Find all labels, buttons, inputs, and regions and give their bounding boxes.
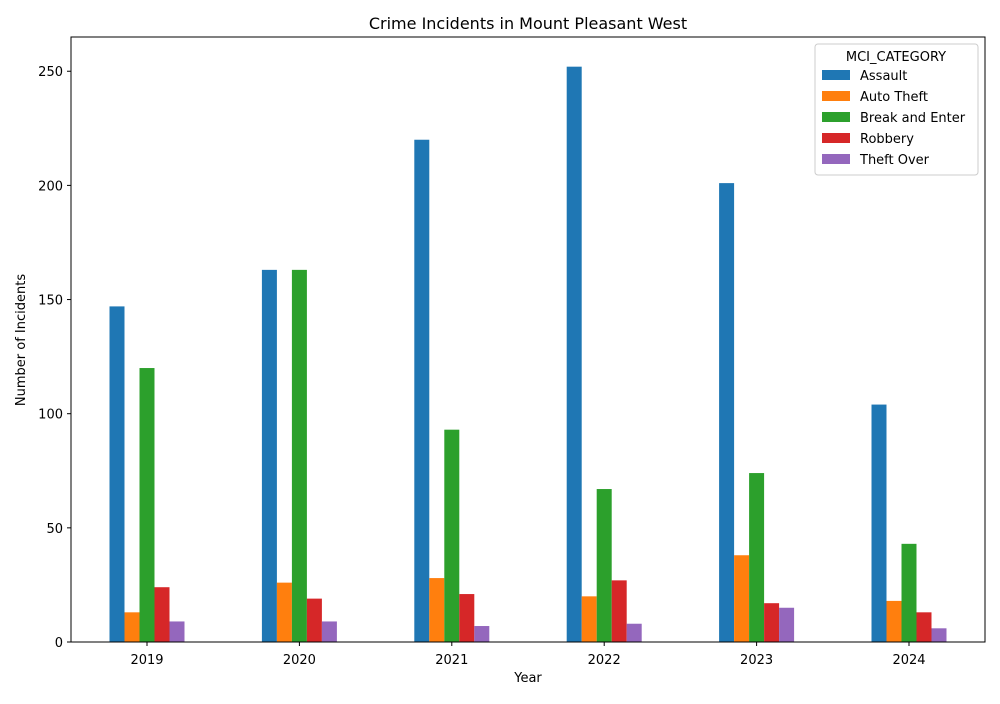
- bar-break-and-enter-2019: [139, 368, 155, 642]
- chart-title: Crime Incidents in Mount Pleasant West: [369, 14, 687, 33]
- x-tick-label: 2021: [435, 653, 468, 668]
- y-axis-ticks: 0 50 100 150 200 250: [38, 65, 71, 651]
- legend-label: Auto Theft: [860, 90, 928, 105]
- bar-robbery-2019: [154, 587, 170, 642]
- legend-label: Robbery: [860, 132, 914, 147]
- bar-break-and-enter-2023: [749, 473, 765, 642]
- y-tick-label: 250: [38, 65, 63, 80]
- bar-robbery-2023: [764, 603, 780, 642]
- legend: MCI_CATEGORY Assault Auto Theft Break and …: [814, 43, 979, 176]
- legend-label: Assault: [860, 69, 907, 84]
- y-tick-label: 150: [38, 294, 63, 309]
- legend-swatch-robbery: [822, 133, 850, 143]
- legend-label: Theft Over: [859, 153, 930, 168]
- bar-theft-over-2022: [626, 623, 642, 642]
- x-tick-label: 2023: [740, 653, 773, 668]
- legend-frame: [814, 43, 979, 176]
- x-tick-label: 2022: [588, 653, 621, 668]
- legend-swatch-assault: [822, 70, 850, 80]
- bar-auto-theft-2019: [124, 612, 140, 642]
- plot-frame: [70, 36, 986, 643]
- bar-robbery-2021: [459, 594, 475, 642]
- bar-assault-2023: [719, 183, 735, 642]
- bar-break-and-enter-2022: [596, 489, 612, 642]
- x-axis-label: Year: [513, 671, 542, 686]
- bars-layer: [109, 66, 947, 643]
- x-tick-label: 2024: [892, 653, 925, 668]
- legend-swatch-auto-theft: [822, 91, 850, 101]
- bar-auto-theft-2020: [276, 582, 292, 642]
- bar-theft-over-2020: [321, 621, 337, 642]
- bar-robbery-2022: [611, 580, 627, 642]
- bar-theft-over-2024: [931, 628, 947, 642]
- legend-swatch-break-and-enter: [822, 112, 850, 122]
- y-tick-label: 0: [55, 636, 63, 651]
- y-tick-label: 50: [46, 522, 63, 537]
- x-tick-label: 2019: [130, 653, 163, 668]
- bar-assault-2019: [109, 306, 125, 642]
- bar-auto-theft-2023: [734, 555, 750, 642]
- y-axis-label: Number of Incidents: [14, 274, 29, 406]
- bar-auto-theft-2024: [886, 600, 902, 642]
- bar-assault-2022: [566, 66, 582, 642]
- bar-theft-over-2023: [779, 607, 795, 642]
- bar-theft-over-2019: [169, 621, 185, 642]
- bar-auto-theft-2021: [429, 578, 445, 642]
- bar-assault-2024: [871, 404, 887, 642]
- bar-assault-2020: [261, 269, 277, 642]
- legend-label: Break and Enter: [860, 111, 966, 126]
- y-tick-label: 200: [38, 179, 63, 194]
- x-axis-ticks: 2019 2020 2021 2022 2023 2024: [130, 642, 926, 668]
- bar-break-and-enter-2024: [901, 543, 917, 642]
- bar-assault-2021: [414, 139, 430, 643]
- bar-break-and-enter-2021: [444, 429, 460, 642]
- bar-theft-over-2021: [474, 626, 490, 642]
- legend-swatch-theft-over: [822, 154, 850, 164]
- x-tick-label: 2020: [283, 653, 316, 668]
- legend-title: MCI_CATEGORY: [846, 50, 946, 65]
- legend-items: Assault Auto Theft Break and Enter Robbery T…: [822, 69, 966, 168]
- bar-auto-theft-2022: [581, 596, 597, 642]
- bar-robbery-2020: [306, 598, 322, 642]
- bar-break-and-enter-2020: [291, 269, 307, 642]
- bar-robbery-2024: [916, 612, 932, 642]
- y-tick-label: 100: [38, 408, 63, 423]
